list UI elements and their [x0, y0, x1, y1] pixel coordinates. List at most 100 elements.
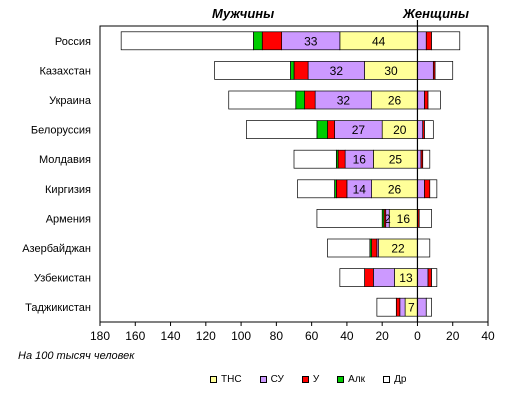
header-women: Женщины	[403, 6, 470, 21]
bar-men-su	[373, 268, 395, 287]
bar-men-dr	[246, 120, 318, 139]
note-per-100k: На 100 тысяч человек	[18, 350, 135, 362]
x-tick-label: 0	[414, 329, 421, 343]
bar-men-dr	[339, 268, 365, 287]
x-tick-label: 120	[196, 329, 216, 343]
bar-women-dr	[431, 268, 438, 287]
x-tick-label: 60	[305, 329, 319, 343]
category-label: Узбекистан	[34, 273, 91, 285]
bar-women-dr	[424, 120, 434, 139]
data-label-men-su: 32	[330, 64, 344, 78]
legend: ТНС СУ У Алк Др	[210, 374, 424, 385]
category-label: Армения	[46, 213, 91, 225]
x-tick-label: 80	[270, 329, 284, 343]
category-label: Азербайджан	[22, 243, 91, 255]
bar-women-su	[417, 31, 427, 51]
x-tick-label: 100	[231, 329, 251, 343]
bar-men-u	[364, 268, 374, 287]
bar-men-u	[327, 120, 335, 139]
legend-label-alk: Алк	[348, 374, 366, 385]
data-label-men-tns: 7	[408, 301, 415, 315]
bar-men-alk	[290, 61, 295, 80]
data-label-men-tns: 30	[384, 64, 398, 78]
bar-men-dr	[293, 149, 337, 169]
data-label-men-su: 2	[384, 212, 391, 226]
legend-swatch-tns	[210, 376, 217, 383]
bar-women-u	[424, 90, 429, 110]
bar-women-dr	[427, 90, 441, 110]
bar-women-su	[417, 90, 425, 110]
x-tick-label: 20	[446, 329, 460, 343]
bar-women-su	[417, 297, 427, 317]
header-men: Мужчины	[212, 6, 275, 21]
data-label-men-su: 32	[337, 94, 351, 108]
legend-swatch-alk	[337, 376, 345, 383]
bar-men-u	[337, 149, 346, 169]
plot-frame	[99, 25, 489, 323]
category-label: Украина	[49, 95, 92, 107]
data-label-men-su: 16	[353, 153, 367, 167]
bar-women-su	[417, 120, 424, 139]
category-label: Белоруссия	[31, 125, 91, 137]
bar-men-dr	[120, 31, 254, 51]
bar-men-u	[335, 179, 348, 199]
bar-women-su	[417, 179, 425, 199]
bar-women-su	[417, 61, 434, 80]
bar-men-dr	[214, 61, 291, 80]
legend-item-dr: Др	[383, 374, 406, 385]
bar-women-su	[417, 268, 429, 287]
category-label: Россия	[55, 36, 91, 48]
legend-item-alk: Алк	[337, 374, 365, 385]
bar-men-su	[399, 297, 406, 317]
data-label-men-su: 14	[353, 182, 367, 196]
legend-swatch-su	[259, 376, 267, 383]
x-tick-label: 20	[376, 329, 390, 343]
x-tick-label: 40	[340, 329, 354, 343]
bar-women-dr	[417, 238, 431, 258]
data-label-men-tns: 26	[388, 182, 402, 196]
legend-label-tns: ТНС	[221, 374, 242, 385]
legend-label-dr: Др	[394, 374, 407, 385]
x-tick-label: 180	[90, 329, 110, 343]
bar-men-dr	[316, 209, 383, 228]
bar-women-u	[425, 31, 432, 51]
data-label-men-su: 27	[352, 123, 366, 137]
x-tick-label: 140	[161, 329, 181, 343]
bar-men-dr	[376, 297, 397, 317]
category-label: Киргизия	[45, 184, 91, 196]
legend-item-u: У	[301, 374, 320, 385]
bar-men-dr	[297, 179, 335, 199]
bar-men-alk	[316, 120, 328, 139]
category-label: Таджикистан	[25, 302, 91, 314]
bar-women-dr	[429, 179, 438, 199]
legend-swatch-u	[301, 376, 309, 383]
legend-swatch-dr	[383, 376, 391, 383]
bar-men-u	[304, 90, 316, 110]
x-tick-label: 160	[125, 329, 145, 343]
bar-men-dr	[228, 90, 297, 110]
legend-label-su: СУ	[270, 374, 284, 385]
bar-men-alk	[253, 31, 263, 51]
category-label: Молдавия	[39, 154, 91, 166]
data-label-men-tns: 22	[391, 242, 405, 256]
bar-women-dr	[425, 297, 432, 317]
bar-women-u	[427, 268, 432, 287]
data-label-men-su: 33	[304, 34, 318, 48]
data-label-men-tns: 20	[393, 123, 407, 137]
bar-men-u	[395, 297, 401, 317]
legend-item-su: СУ	[259, 374, 284, 385]
bar-men-dr	[327, 238, 371, 258]
data-label-men-tns: 25	[389, 153, 403, 167]
bar-women-dr	[434, 61, 454, 80]
legend-label-u: У	[312, 374, 320, 385]
bar-women-dr	[431, 31, 461, 51]
category-label: Казахстан	[39, 65, 91, 77]
data-label-men-tns: 44	[372, 34, 386, 48]
bar-women-dr	[422, 149, 431, 169]
bar-men-alk	[295, 90, 305, 110]
bar-men-u	[371, 238, 378, 258]
data-label-men-tns: 13	[399, 271, 413, 285]
bar-women-u	[424, 179, 431, 199]
data-label-men-tns: 16	[397, 212, 411, 226]
